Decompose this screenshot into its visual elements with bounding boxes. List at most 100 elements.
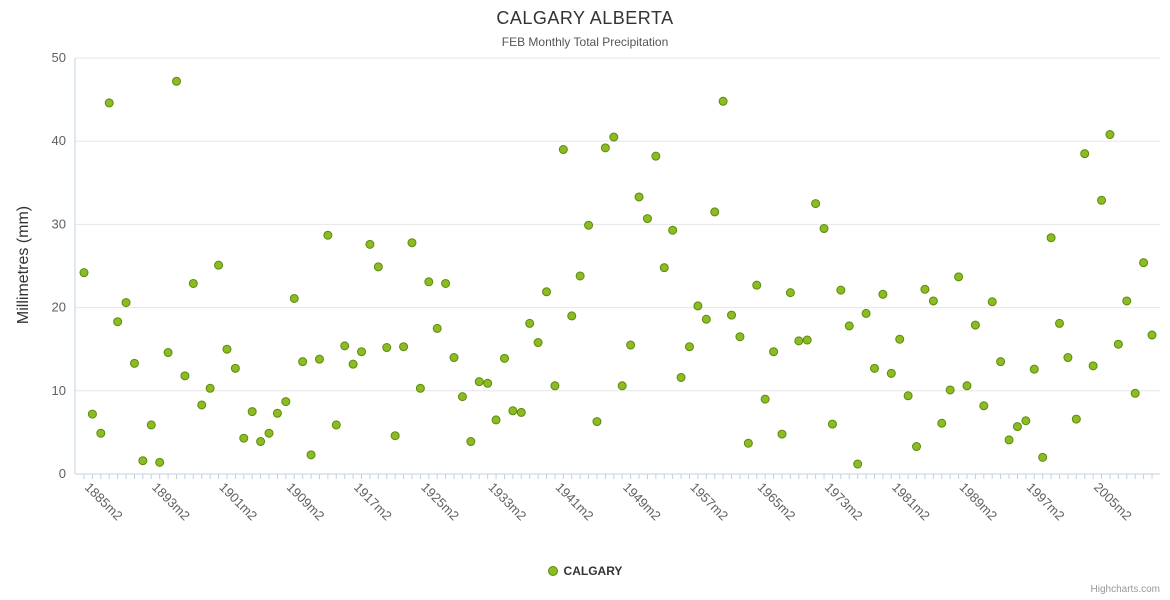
legend-item-calgary[interactable]: CALGARY: [0, 564, 1170, 578]
data-point[interactable]: [735, 332, 745, 342]
data-point[interactable]: [567, 311, 577, 321]
data-point[interactable]: [693, 301, 703, 311]
data-point[interactable]: [205, 383, 215, 393]
data-point[interactable]: [659, 263, 669, 273]
data-point[interactable]: [970, 320, 980, 330]
data-point[interactable]: [550, 381, 560, 391]
data-point[interactable]: [600, 143, 610, 153]
data-point[interactable]: [138, 456, 148, 466]
data-point[interactable]: [912, 442, 922, 452]
data-point[interactable]: [415, 383, 425, 393]
data-point[interactable]: [769, 347, 779, 357]
data-point[interactable]: [516, 407, 526, 417]
data-point[interactable]: [651, 151, 661, 161]
data-point[interactable]: [390, 431, 400, 441]
data-point[interactable]: [508, 406, 518, 416]
data-point[interactable]: [1071, 414, 1081, 424]
data-point[interactable]: [920, 284, 930, 294]
data-point[interactable]: [684, 342, 694, 352]
data-point[interactable]: [146, 420, 156, 430]
data-point[interactable]: [777, 429, 787, 439]
data-point[interactable]: [558, 145, 568, 155]
data-point[interactable]: [1122, 296, 1132, 306]
data-point[interactable]: [306, 450, 316, 460]
data-point[interactable]: [113, 317, 123, 327]
data-point[interactable]: [1130, 388, 1140, 398]
data-point[interactable]: [592, 417, 602, 427]
data-point[interactable]: [407, 238, 417, 248]
data-point[interactable]: [718, 96, 728, 106]
data-point[interactable]: [626, 340, 636, 350]
data-point[interactable]: [542, 287, 552, 297]
data-point[interactable]: [457, 392, 467, 402]
data-point[interactable]: [819, 224, 829, 234]
data-point[interactable]: [1029, 364, 1039, 374]
data-point[interactable]: [642, 214, 652, 224]
data-point[interactable]: [87, 409, 97, 419]
data-point[interactable]: [348, 359, 358, 369]
data-point[interactable]: [584, 220, 594, 230]
data-point[interactable]: [802, 335, 812, 345]
data-point[interactable]: [1105, 130, 1115, 140]
data-point[interactable]: [197, 400, 207, 410]
data-point[interactable]: [357, 347, 367, 357]
data-point[interactable]: [1113, 339, 1123, 349]
data-point[interactable]: [247, 407, 257, 417]
data-point[interactable]: [1147, 330, 1157, 340]
data-point[interactable]: [853, 459, 863, 469]
data-point[interactable]: [937, 418, 947, 428]
data-point[interactable]: [710, 207, 720, 217]
data-point[interactable]: [794, 336, 804, 346]
data-point[interactable]: [222, 344, 232, 354]
data-point[interactable]: [129, 358, 139, 368]
data-point[interactable]: [272, 408, 282, 418]
data-point[interactable]: [844, 321, 854, 331]
data-point[interactable]: [525, 318, 535, 328]
data-point[interactable]: [1046, 233, 1056, 243]
data-point[interactable]: [382, 343, 392, 353]
data-point[interactable]: [466, 437, 476, 447]
data-point[interactable]: [1054, 318, 1064, 328]
data-point[interactable]: [575, 271, 585, 281]
data-point[interactable]: [155, 457, 165, 467]
data-point[interactable]: [836, 285, 846, 295]
data-point[interactable]: [979, 401, 989, 411]
data-point[interactable]: [163, 348, 173, 358]
data-point[interactable]: [214, 260, 224, 270]
data-point[interactable]: [441, 278, 451, 288]
data-point[interactable]: [634, 192, 644, 202]
data-point[interactable]: [281, 397, 291, 407]
data-point[interactable]: [1004, 435, 1014, 445]
data-point[interactable]: [365, 239, 375, 249]
data-point[interactable]: [1139, 258, 1149, 268]
data-point[interactable]: [314, 354, 324, 364]
data-point[interactable]: [331, 420, 341, 430]
data-point[interactable]: [188, 278, 198, 288]
data-point[interactable]: [491, 415, 501, 425]
data-point[interactable]: [903, 391, 913, 401]
data-point[interactable]: [399, 342, 409, 352]
data-point[interactable]: [617, 381, 627, 391]
data-point[interactable]: [811, 199, 821, 209]
data-point[interactable]: [79, 268, 89, 278]
data-point[interactable]: [1021, 416, 1031, 426]
data-point[interactable]: [449, 353, 459, 363]
data-point[interactable]: [230, 363, 240, 373]
highcharts-credit[interactable]: Highcharts.com: [1090, 584, 1160, 595]
data-point[interactable]: [676, 372, 686, 382]
data-point[interactable]: [499, 353, 509, 363]
data-point[interactable]: [172, 76, 182, 86]
data-point[interactable]: [298, 357, 308, 367]
data-point[interactable]: [928, 296, 938, 306]
data-point[interactable]: [474, 377, 484, 387]
data-point[interactable]: [1063, 353, 1073, 363]
data-point[interactable]: [668, 225, 678, 235]
data-point[interactable]: [987, 297, 997, 307]
data-point[interactable]: [752, 280, 762, 290]
data-point[interactable]: [727, 310, 737, 320]
data-point[interactable]: [1097, 195, 1107, 205]
data-point[interactable]: [323, 230, 333, 240]
data-point[interactable]: [996, 357, 1006, 367]
data-point[interactable]: [878, 289, 888, 299]
data-point[interactable]: [701, 314, 711, 324]
